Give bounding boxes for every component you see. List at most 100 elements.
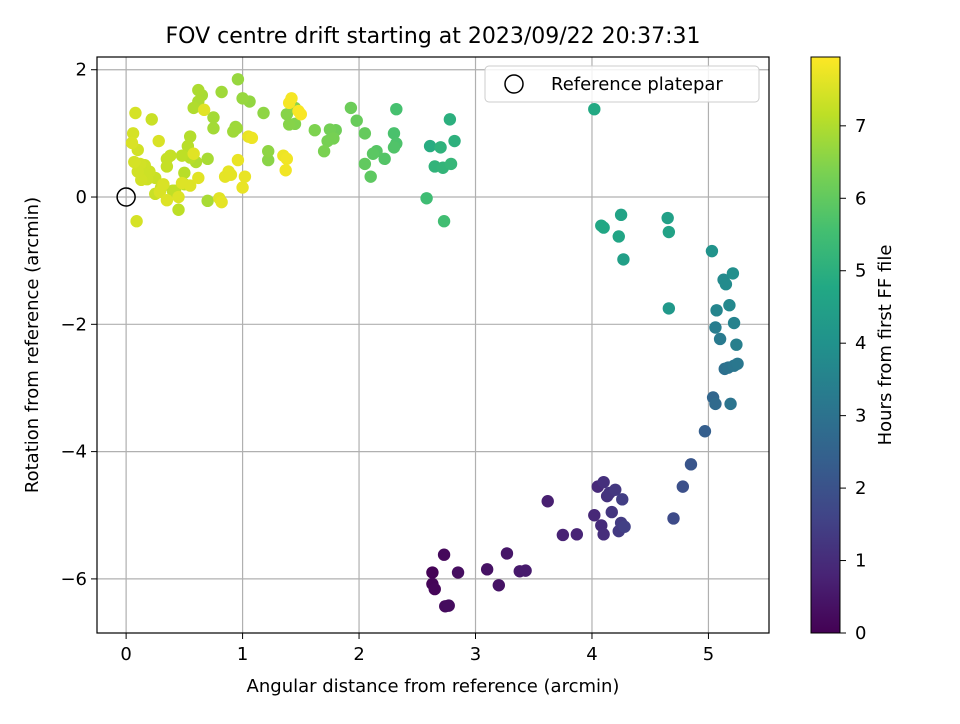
data-point — [157, 178, 170, 191]
data-point — [344, 101, 358, 115]
data-point — [130, 215, 143, 228]
legend: Reference platepar — [484, 65, 760, 103]
data-point — [364, 170, 377, 183]
data-point — [152, 134, 165, 148]
data-point — [358, 157, 372, 171]
data-point — [597, 528, 610, 541]
colorbar-tick-label: 7 — [855, 116, 866, 137]
data-point — [500, 547, 514, 560]
data-point — [129, 106, 142, 120]
data-point — [227, 125, 240, 138]
data-point — [187, 147, 200, 160]
data-point — [727, 316, 741, 330]
data-point — [437, 548, 451, 561]
data-point — [183, 130, 197, 143]
data-point — [279, 164, 292, 177]
data-point — [172, 190, 185, 204]
data-point — [730, 338, 743, 351]
legend-entry-label: Reference platepar — [551, 74, 723, 95]
colorbar-tick-label: 3 — [855, 406, 866, 427]
data-point — [442, 599, 455, 612]
data-point — [387, 127, 401, 140]
data-point — [492, 579, 506, 592]
data-point — [262, 153, 275, 167]
data-point — [282, 118, 296, 131]
data-point — [616, 493, 629, 506]
data-point — [676, 480, 690, 493]
data-point — [661, 211, 674, 225]
data-point — [192, 83, 205, 97]
data-point — [444, 157, 458, 171]
data-point — [724, 397, 737, 411]
x-tick-label: 4 — [586, 644, 597, 665]
data-point — [236, 181, 249, 194]
data-point — [428, 582, 441, 596]
colorbar-tick-label: 0 — [855, 623, 866, 644]
data-point — [321, 134, 334, 148]
data-point — [215, 195, 228, 209]
data-point — [448, 134, 461, 148]
data-point — [231, 73, 245, 86]
y-tick-label: −4 — [60, 442, 87, 463]
colorbar-tick-label: 4 — [855, 333, 866, 354]
data-point — [160, 194, 174, 207]
y-tick-label: −2 — [60, 314, 87, 335]
data-point — [618, 520, 631, 533]
data-point — [588, 509, 601, 522]
data-point — [187, 101, 200, 115]
data-point — [350, 114, 363, 127]
x-tick-label: 5 — [703, 644, 714, 665]
data-point — [125, 136, 139, 150]
data-point — [183, 179, 197, 192]
colorbar-ticks: 0 1 2 3 4 5 6 7 — [840, 116, 866, 644]
data-point — [145, 113, 158, 126]
data-point — [731, 357, 744, 370]
data-point — [617, 253, 630, 266]
data-point — [238, 170, 252, 183]
data-point — [236, 92, 249, 105]
plot-area-frame — [96, 56, 770, 634]
colorbar-label: Hours from first FF file — [875, 245, 896, 446]
x-axis-label: Angular distance from reference (arcmin) — [247, 676, 620, 697]
colorbar — [810, 56, 841, 634]
data-point — [231, 153, 245, 167]
data-point — [597, 475, 610, 489]
data-point — [387, 141, 401, 154]
reference-platepar-marker — [116, 187, 136, 207]
data-point — [378, 152, 391, 166]
data-point — [726, 267, 740, 280]
data-point — [192, 171, 205, 185]
data-point — [434, 141, 447, 154]
y-tick-label: 2 — [76, 60, 87, 81]
data-point — [570, 528, 584, 541]
x-tick-label: 1 — [237, 644, 248, 665]
data-point — [709, 321, 722, 334]
y-axis-label: Rotation from reference (arcmin) — [22, 197, 43, 493]
y-axis-ticks: 2 0 −2 −4 −6 — [60, 60, 97, 590]
data-point — [224, 168, 238, 181]
data-point — [197, 103, 211, 117]
data-point — [684, 458, 698, 471]
data-point — [285, 92, 298, 105]
data-point — [390, 102, 403, 116]
data-point — [257, 106, 270, 120]
x-tick-label: 2 — [353, 644, 364, 665]
data-point — [662, 225, 676, 239]
data-point — [698, 425, 712, 438]
data-point — [207, 122, 220, 135]
data-point — [294, 108, 308, 121]
data-point — [713, 332, 727, 346]
data-point — [595, 219, 608, 232]
data-point — [128, 155, 141, 169]
x-tick-label: 3 — [470, 644, 481, 665]
data-point — [308, 123, 321, 137]
data-point — [609, 483, 622, 496]
colorbar-tick-label: 6 — [855, 188, 866, 209]
x-tick-label: 0 — [120, 644, 131, 665]
data-point — [605, 505, 618, 519]
data-point — [588, 102, 601, 116]
scatter-points — [125, 73, 744, 613]
data-point — [280, 152, 294, 166]
colorbar-tick-label: 2 — [855, 478, 866, 499]
